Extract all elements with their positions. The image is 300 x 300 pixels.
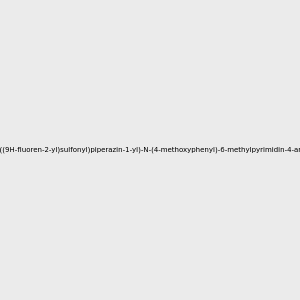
Text: 2-(4-((9H-fluoren-2-yl)sulfonyl)piperazin-1-yl)-N-(4-methoxyphenyl)-6-methylpyri: 2-(4-((9H-fluoren-2-yl)sulfonyl)piperazi… <box>0 147 300 153</box>
